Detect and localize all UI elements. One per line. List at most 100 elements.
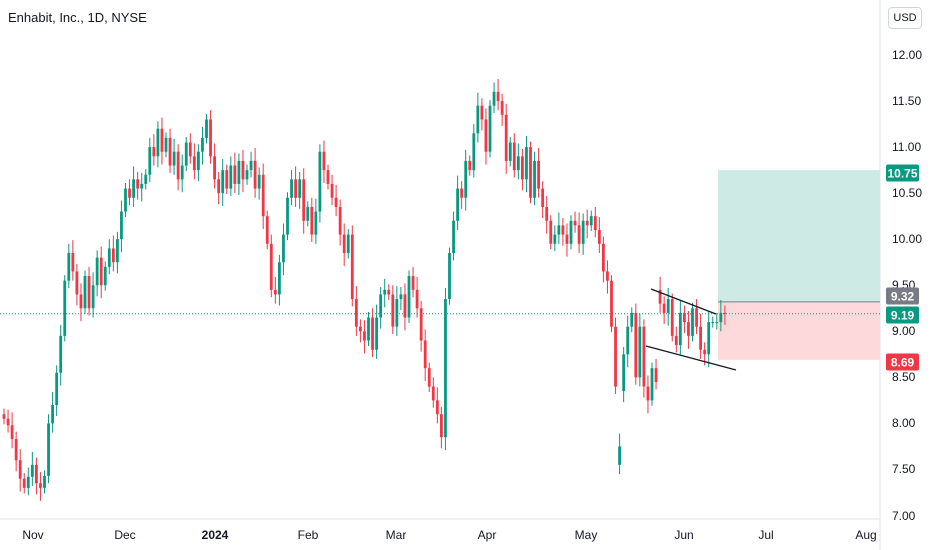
candle-body [184,142,188,166]
chart-title: Enhabit, Inc., 1D, NYSE [8,10,147,25]
candle-body [411,276,415,290]
candle-body [188,142,192,157]
candle-body [14,439,18,461]
candle-body [691,308,694,336]
candle-body [529,147,532,198]
candle-body [140,183,144,189]
candle-body [192,156,196,171]
candle-body [282,234,285,263]
candle-body [464,160,468,198]
candle-body [606,271,609,281]
y-tick-label: 8.50 [892,370,916,385]
candle-body [452,220,455,254]
candle-body [387,289,391,295]
candle-body [435,400,439,415]
candle-body [521,156,524,180]
candle-body [261,174,265,217]
candle-body [626,326,630,355]
candle-body [245,170,249,180]
candle-body [375,317,378,350]
candle-body [533,160,536,198]
candle-body [326,170,330,184]
candle-body [55,372,59,405]
candle-body [278,262,281,295]
candle-body [273,289,277,295]
candle-body [164,137,168,152]
profit-zone [718,170,880,302]
candle-body [597,229,601,244]
candle-body [650,368,654,401]
candle-body [22,478,26,488]
candle-body [334,197,338,207]
candle-body [678,312,682,346]
candle-body [500,101,504,115]
candle-body [371,317,374,350]
triangle-lower-line [645,345,737,371]
candle-body [229,165,233,189]
candle-body [265,216,269,244]
candle-body [634,312,638,378]
candle-body [488,105,492,152]
currency-button[interactable]: USD [888,7,922,29]
candle-body [30,464,34,477]
y-tick-label: 10.50 [892,186,923,201]
candle-body [492,91,496,106]
x-tick-label: Dec [114,528,136,542]
candle-body [354,299,358,327]
y-tick-label: 10.00 [892,232,923,247]
candle-body [415,289,419,309]
candle-body [95,257,99,286]
candle-body [120,211,123,240]
candle-body [322,151,326,171]
candle-body [674,335,678,346]
x-tick-label: Apr [477,528,497,542]
y-tick-label: 7.00 [892,508,916,523]
candle-body [2,414,6,419]
candle-body [687,322,690,336]
candle-body [484,119,488,152]
candle-body [132,179,135,198]
candle-body [205,119,208,138]
candle-body [39,483,42,488]
candle-body [87,276,91,309]
candle-body [51,404,54,424]
candle-body [124,188,127,212]
candle-body [537,160,540,189]
candle-body [330,183,334,198]
candle-body [225,170,229,189]
candle-body [253,160,257,189]
candle-body [67,253,71,281]
x-tick-label: Jun [674,528,694,542]
y-tick-label: 9.00 [892,324,916,339]
candle-body [699,326,702,350]
candle-body [176,151,180,180]
candle-body [160,128,164,152]
candle-body [525,147,528,180]
candle-body [342,234,346,254]
candle-body [711,322,715,324]
candle-body [545,206,549,221]
candle-body [472,133,476,171]
candle-body [719,312,723,323]
candle-body [99,257,103,286]
candle-body [233,165,237,184]
candle-body [468,160,472,171]
candle-body [427,368,431,387]
candle-body [557,225,561,235]
candle-body [695,308,698,327]
candle-body [156,128,160,157]
candle-body [561,225,565,235]
candle-body [508,142,512,161]
candle-body [6,418,10,426]
candle-body [221,170,225,194]
y-tick-label: 8.00 [892,416,916,431]
candle-body [75,271,79,295]
candle-body [217,179,221,194]
candle-body [338,206,342,235]
candle-body [391,294,395,327]
candle-body [431,386,435,401]
candle-body [658,289,662,304]
candle-body [654,368,658,382]
candle-body [197,151,200,171]
